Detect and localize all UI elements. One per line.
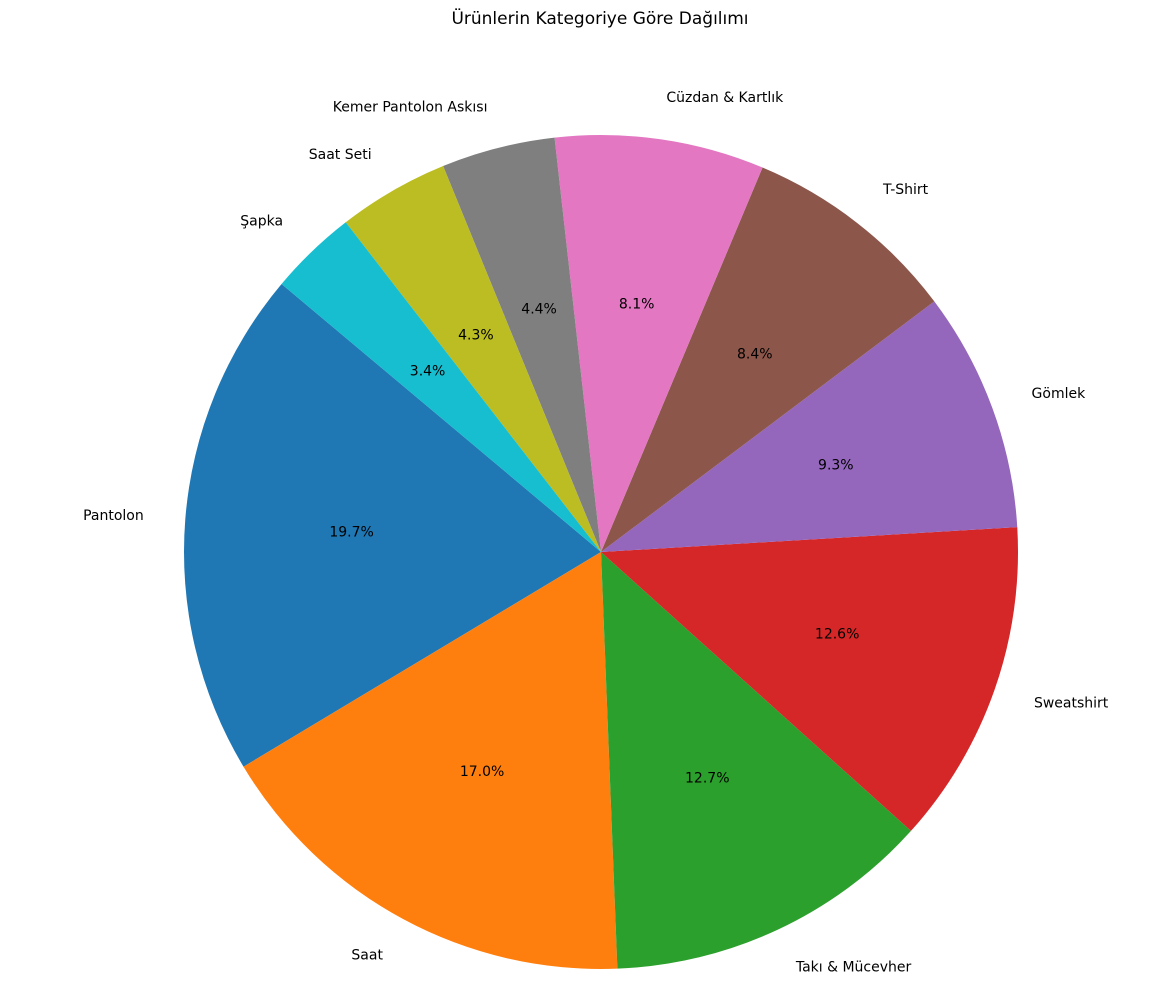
slice-percent-label: 8.1% — [619, 296, 655, 312]
slice-percent-label: 8.4% — [737, 347, 773, 363]
slice-percent-label: 4.4% — [521, 302, 557, 318]
slice-category-label: Sweatshirt — [1034, 695, 1109, 711]
slice-percent-label: 4.3% — [458, 327, 494, 343]
pie-category-labels: Pantolon Saat Takı & Mücevher Sweatshirt Göm… — [83, 90, 1109, 975]
pie-slice — [243, 552, 618, 970]
slice-category-label: Cüzdan & Kartlık — [666, 90, 784, 106]
chart-title: Ürünlerin Kategoriye Göre Dağılımı — [451, 7, 748, 29]
pie-slice — [601, 527, 1019, 831]
pie-slice — [443, 137, 601, 552]
slice-percent-label: 12.7% — [685, 771, 729, 787]
pie-slice — [601, 552, 911, 969]
slice-category-label: Gömlek — [1032, 386, 1087, 402]
pie-slice — [601, 167, 935, 552]
pie-slice — [184, 283, 601, 767]
pie-slice — [601, 301, 1018, 552]
slice-category-label: Pantolon — [83, 508, 144, 524]
slice-category-label: Saat Seti — [309, 147, 372, 163]
slice-percent-label: 12.6% — [815, 627, 859, 643]
slice-percent-label: 9.3% — [818, 458, 854, 474]
pie-percent-labels: 19.7% 17.0% 12.7% 12.6% 9.3% 8.4% 8.1% 4.4% 4.3%… — [329, 296, 859, 786]
pie-slices — [184, 135, 1019, 970]
pie-slice — [554, 135, 763, 552]
pie-slice — [345, 166, 601, 552]
slice-percent-label: 17.0% — [460, 764, 504, 780]
slice-category-label: Kemer Pantolon Askısı — [333, 100, 488, 116]
pie-slice — [281, 222, 601, 552]
slice-percent-label: 3.4% — [410, 364, 446, 380]
slice-category-label: Saat — [351, 948, 383, 964]
slice-category-label: Şapka — [240, 213, 283, 229]
slice-category-label: Takı & Mücevher — [795, 959, 912, 975]
slice-category-label: T-Shirt — [882, 182, 929, 198]
slice-percent-label: 19.7% — [329, 524, 373, 540]
